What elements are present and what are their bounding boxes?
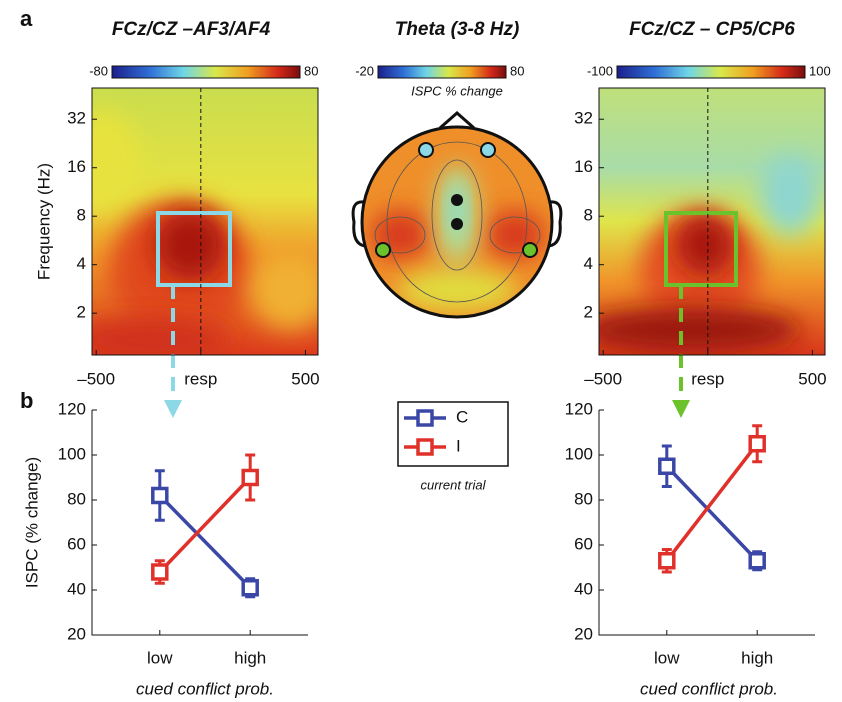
plot-frame xyxy=(598,87,826,356)
marker xyxy=(658,457,676,475)
x-tick-label: high xyxy=(234,648,266,667)
x-axis-label: cued conflict prob. xyxy=(640,679,778,698)
colorbar-tick-label: 80 xyxy=(304,63,318,78)
heatmap-image xyxy=(92,88,318,355)
colorbar-tick-label: -80 xyxy=(89,63,108,78)
legend-label: C xyxy=(456,407,468,426)
plot-frame xyxy=(91,87,319,356)
legend-marker xyxy=(416,409,434,427)
colorbar xyxy=(111,65,301,79)
axis-line xyxy=(91,410,308,636)
chart-title: FCz/CZ –AF3/AF4 xyxy=(112,19,271,40)
y-tick-label: 40 xyxy=(574,579,593,598)
chart-title: Theta (3-8 Hz) xyxy=(395,19,520,40)
y-tick-label: 4 xyxy=(584,254,593,273)
marker xyxy=(151,486,169,505)
y-tick-label: 4 xyxy=(77,254,86,273)
x-tick-label: resp xyxy=(691,369,724,388)
colorbar xyxy=(377,65,507,79)
series-line xyxy=(665,442,759,562)
series-line xyxy=(158,476,252,574)
x-tick-label: low xyxy=(654,648,680,667)
colorbar-tick-label: -20 xyxy=(355,63,374,78)
panel-label: b xyxy=(20,388,33,413)
marker xyxy=(241,468,259,487)
series-line xyxy=(158,494,252,589)
y-tick-label: 120 xyxy=(58,399,86,418)
series-line xyxy=(665,465,759,562)
x-tick-label: –500 xyxy=(77,369,115,388)
y-axis-label: ISPC (% change) xyxy=(22,457,41,588)
legend-title: current trial xyxy=(420,477,486,492)
y-axis-label: Frequency (Hz) xyxy=(34,163,53,280)
x-tick-label: –500 xyxy=(584,369,622,388)
y-tick-label: 16 xyxy=(574,157,593,176)
panel-label: a xyxy=(20,6,33,31)
y-tick-label: 8 xyxy=(77,206,86,225)
colorbar xyxy=(616,65,806,79)
legend-label: I xyxy=(456,436,461,455)
chart-title: FCz/CZ – CP5/CP6 xyxy=(629,19,795,40)
x-tick-label: low xyxy=(147,648,173,667)
legend-marker xyxy=(416,438,434,456)
marker xyxy=(151,563,169,581)
y-tick-label: 16 xyxy=(67,157,86,176)
x-tick-label: resp xyxy=(184,369,217,388)
y-tick-label: 100 xyxy=(565,444,593,463)
y-tick-label: 60 xyxy=(574,534,593,553)
y-tick-label: 120 xyxy=(565,399,593,418)
y-tick-label: 2 xyxy=(584,303,593,322)
roi-annotation xyxy=(156,211,738,418)
y-tick-label: 80 xyxy=(67,489,86,508)
x-tick-label: 500 xyxy=(291,369,319,388)
x-axis-label: cued conflict prob. xyxy=(136,679,274,698)
y-tick-label: 2 xyxy=(77,303,86,322)
colorbar-label: ISPC % change xyxy=(411,83,503,98)
y-tick-label: 80 xyxy=(574,489,593,508)
y-tick-label: 20 xyxy=(574,624,593,643)
heatmap-image xyxy=(599,88,825,355)
topo-map xyxy=(351,110,563,319)
colorbar-tick-label: 80 xyxy=(510,63,524,78)
y-tick-label: 100 xyxy=(58,444,86,463)
colorbar-tick-label: -100 xyxy=(587,63,613,78)
y-tick-label: 32 xyxy=(574,109,593,128)
marker xyxy=(748,552,766,570)
marker xyxy=(658,552,676,570)
y-tick-label: 40 xyxy=(67,579,86,598)
marker xyxy=(241,579,259,597)
marker xyxy=(748,435,766,453)
axis-line xyxy=(598,410,815,636)
y-tick-label: 60 xyxy=(67,534,86,553)
colorbar-tick-label: 100 xyxy=(809,63,831,78)
y-tick-label: 32 xyxy=(67,109,86,128)
y-tick-label: 8 xyxy=(584,206,593,225)
x-tick-label: 500 xyxy=(798,369,826,388)
legend xyxy=(397,401,509,467)
x-tick-label: high xyxy=(741,648,773,667)
y-tick-label: 20 xyxy=(67,624,86,643)
